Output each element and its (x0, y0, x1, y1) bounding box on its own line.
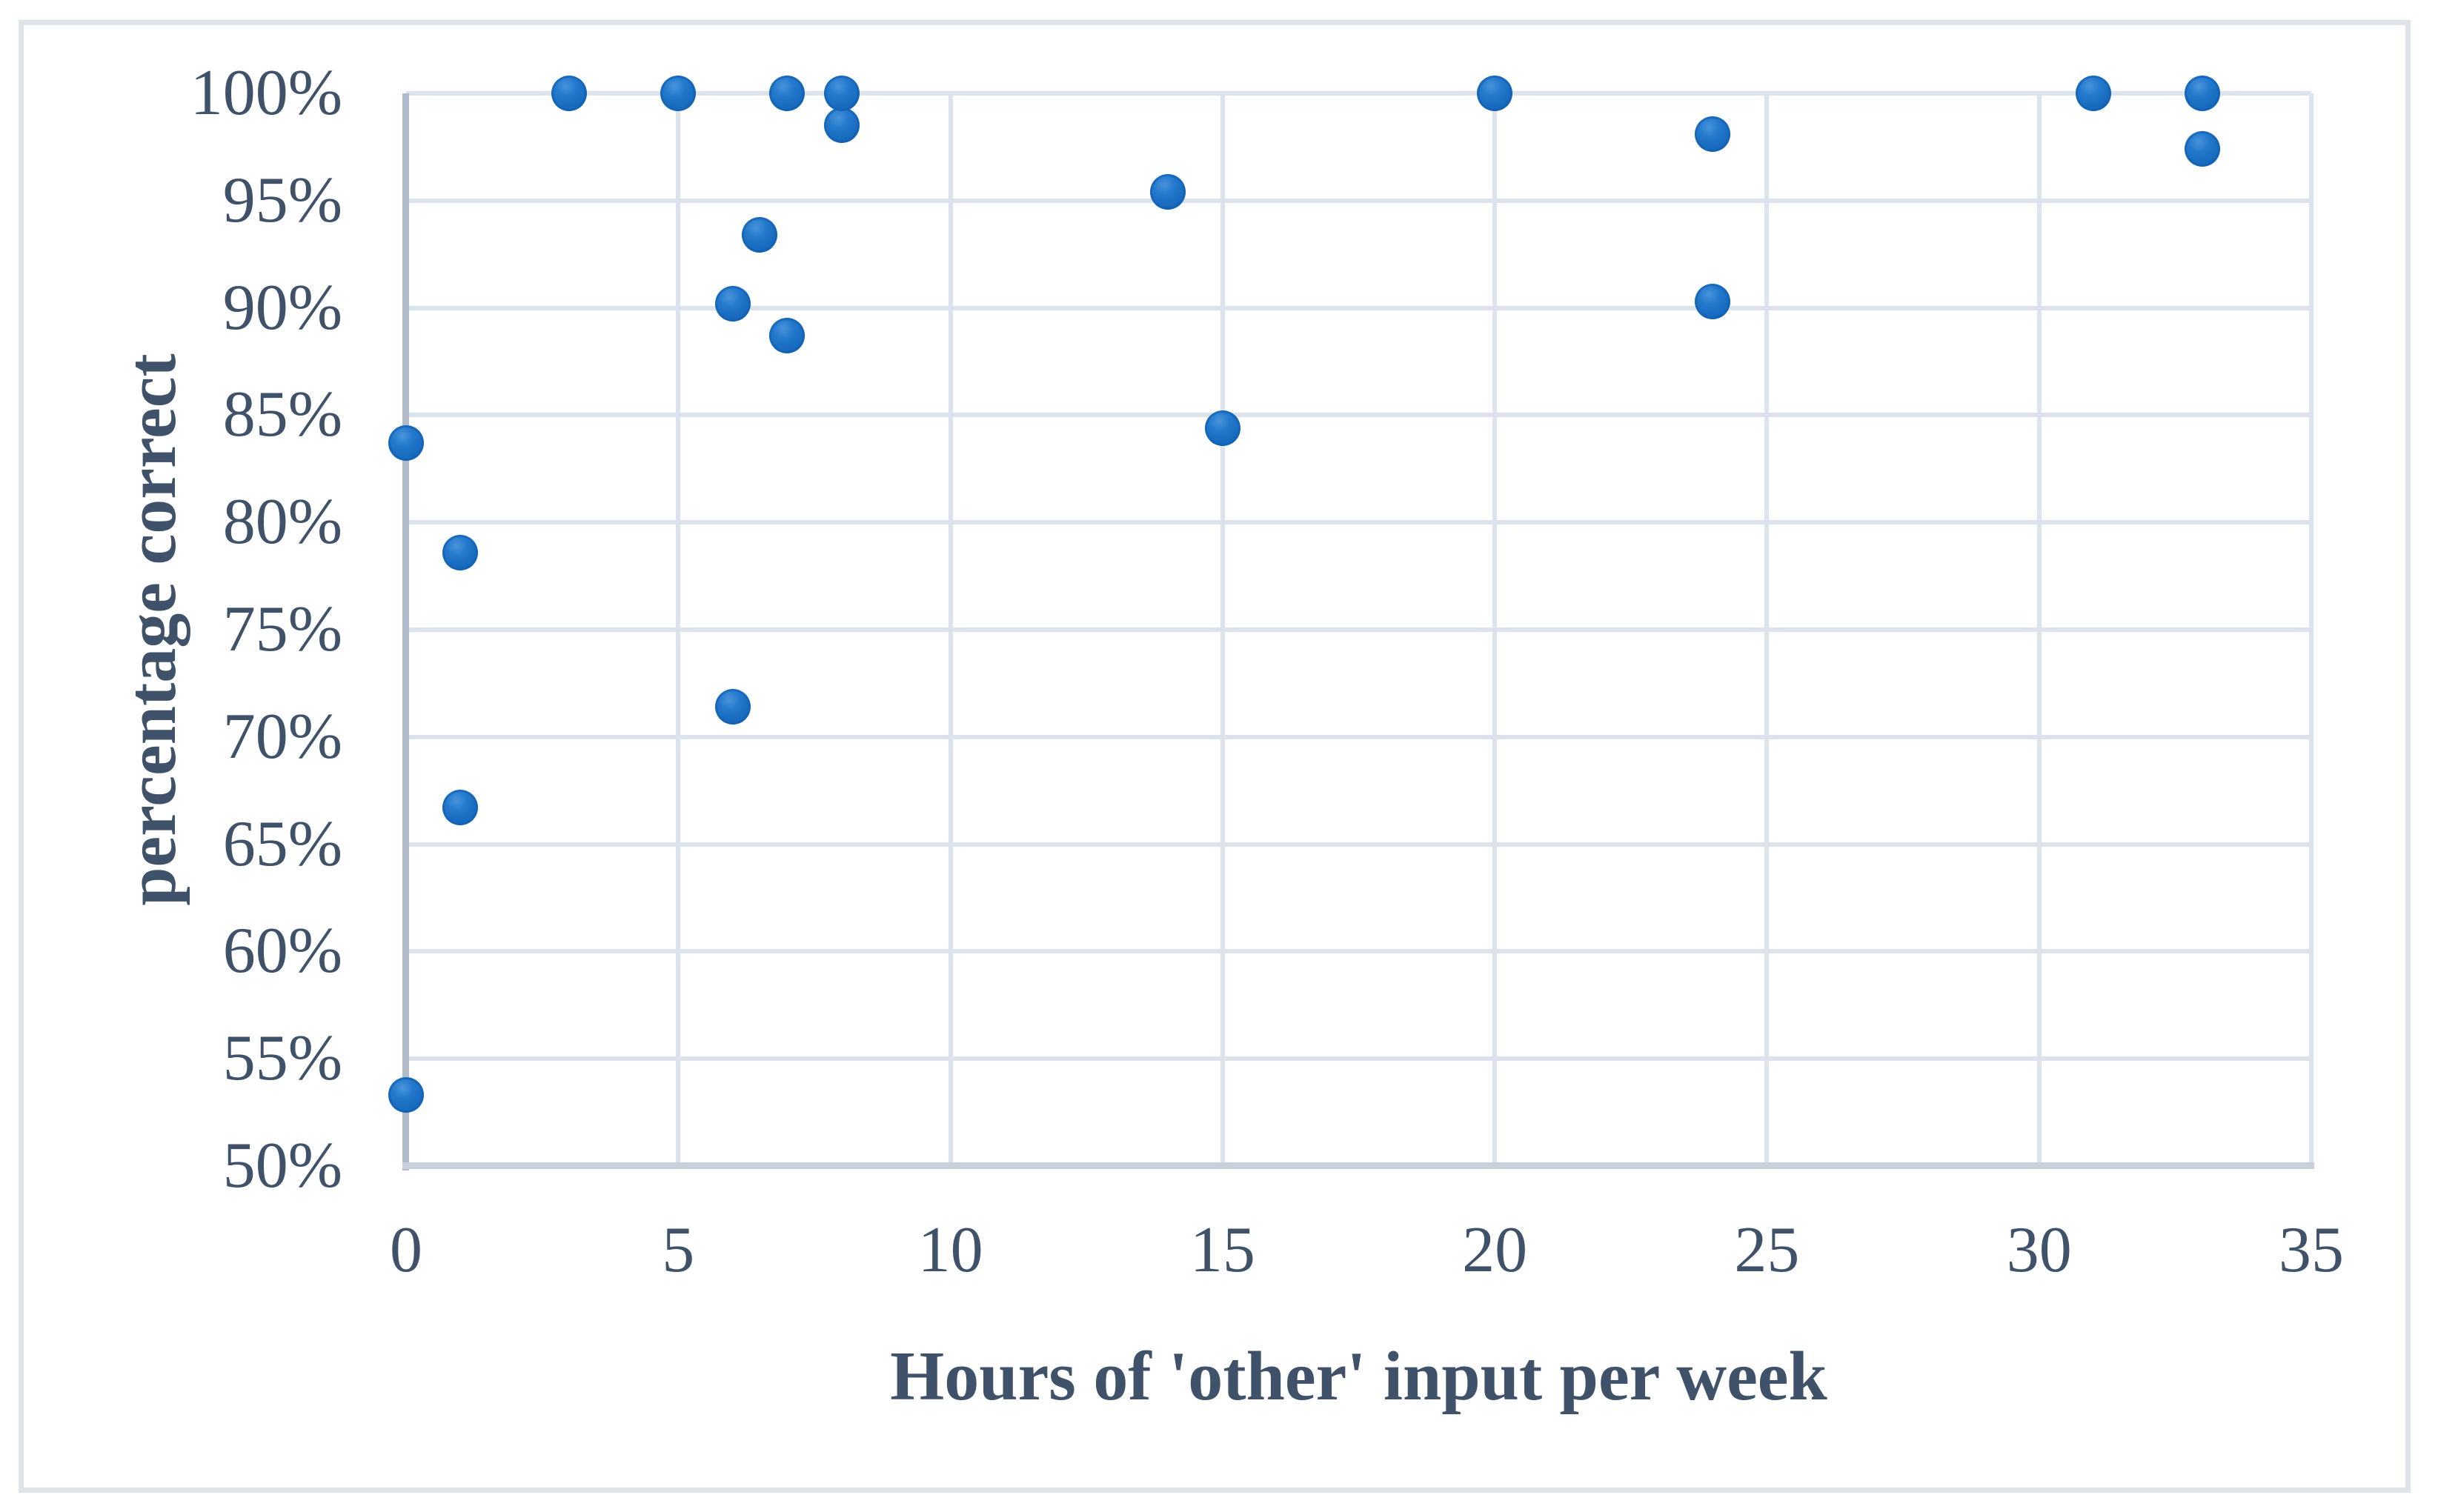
data-point (388, 425, 424, 462)
gridline-horizontal (406, 413, 2311, 418)
data-point (388, 1077, 424, 1113)
data-point (823, 76, 860, 111)
data-point (823, 107, 860, 144)
data-point (1694, 116, 1730, 153)
data-point (660, 76, 697, 111)
data-point (1694, 283, 1730, 319)
x-axis-title: Hours of 'other' input per week (890, 1338, 1827, 1415)
y-axis-title: percentage correct (113, 353, 190, 906)
y-tick-label: 65% (222, 807, 342, 880)
gridline-horizontal (406, 627, 2311, 632)
data-point (2185, 131, 2221, 167)
y-tick-label: 75% (222, 593, 342, 665)
data-point (442, 534, 479, 570)
y-tick-label: 95% (222, 164, 342, 236)
x-tick-label: 25 (1734, 1214, 1800, 1286)
gridline-vertical (676, 93, 681, 1166)
gridline-horizontal (406, 734, 2311, 739)
data-point (442, 790, 479, 826)
x-tick-label: 20 (1462, 1214, 1528, 1286)
y-tick-label: 70% (222, 700, 342, 773)
data-point (714, 689, 751, 725)
data-point (1150, 174, 1186, 210)
gridline-vertical (1220, 93, 1225, 1166)
gridline-horizontal (406, 1056, 2311, 1062)
x-tick-label: 0 (390, 1214, 422, 1286)
y-tick-label: 60% (222, 915, 342, 988)
y-tick-label: 55% (222, 1022, 342, 1095)
y-tick-label: 85% (222, 379, 342, 451)
data-point (769, 76, 806, 111)
gridline-vertical (2309, 93, 2314, 1166)
x-tick-label: 10 (917, 1214, 983, 1286)
data-point (769, 318, 806, 354)
y-tick-label: 100% (190, 57, 342, 129)
gridline-vertical (1764, 93, 1770, 1166)
x-tick-label: 5 (662, 1214, 695, 1286)
gridline-vertical (948, 93, 953, 1166)
figure-border (19, 20, 2411, 1493)
data-point (742, 217, 778, 253)
x-axis-line (402, 1162, 2314, 1169)
data-point (714, 285, 751, 322)
data-point (2185, 76, 2221, 111)
plot-area (388, 76, 2314, 1170)
gridline-horizontal (406, 198, 2311, 203)
gridline-vertical (2036, 93, 2042, 1166)
y-tick-label: 80% (222, 486, 342, 559)
gridline-horizontal (406, 91, 2311, 96)
x-tick-label: 35 (2279, 1214, 2344, 1286)
data-point (1477, 76, 1513, 111)
y-tick-label: 50% (222, 1130, 342, 1202)
gridline-horizontal (406, 520, 2311, 525)
gridline-horizontal (406, 949, 2311, 954)
y-axis-line (402, 93, 409, 1170)
gridline-horizontal (406, 842, 2311, 847)
data-point (2076, 76, 2112, 111)
gridline-vertical (1492, 93, 1498, 1166)
data-point (551, 76, 588, 111)
gridline-horizontal (406, 305, 2311, 310)
y-tick-label: 90% (222, 271, 342, 344)
x-tick-label: 15 (1189, 1214, 1255, 1286)
data-point (1204, 410, 1240, 446)
x-tick-label: 30 (2006, 1214, 2072, 1286)
